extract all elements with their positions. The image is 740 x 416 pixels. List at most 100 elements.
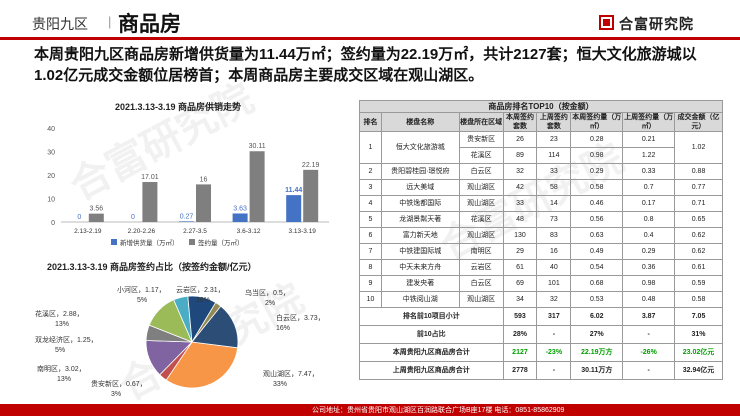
y-tick-label: 40: [47, 126, 55, 133]
bar-chart-svg: 0 10 20 30 40 0 3.56 2.13-2.19 0 17.01 2.20-2.26 0.…: [47, 126, 329, 247]
area-cell: 观山湖区: [458, 291, 504, 308]
value-cell: 83: [536, 227, 572, 244]
value-cell: 0.48: [622, 291, 676, 308]
legend-swatch: [111, 239, 117, 245]
project-name-cell: 中铁逸都国际: [380, 195, 460, 212]
table-row: 9 建发央著 白云区 69 101 0.68 0.98 0.59: [359, 275, 723, 292]
slice-label: 云岩区，2.31，: [176, 285, 225, 294]
col-header-amount: 成交金额（亿元）: [674, 112, 723, 132]
data-label: 0: [77, 214, 81, 221]
y-tick-label: 20: [47, 173, 55, 180]
pie-chart-svg: 观山湖区，7.47， 33% 贵安新区，0.67， 3% 南明区，3.02， 13% 双龙经…: [35, 285, 325, 398]
slice-label: 贵安新区，0.67，: [91, 379, 147, 388]
summary-text: 本周贵阳九区商品房新增供货量为11.44万㎡；签约量为22.19万㎡，共计212…: [34, 46, 697, 84]
chart-title: 2021.3.13-3.19 商品房供销走势: [115, 102, 242, 112]
value-cell: 61: [502, 259, 538, 276]
col-header-area: 楼盘所在区域: [458, 112, 504, 132]
bar: [249, 151, 265, 222]
table-row: 6 富力新天地 观山湖区 130 83 0.63 0.4 0.62: [359, 227, 723, 244]
value-cell: 34: [502, 291, 538, 308]
value-cell: 14: [536, 195, 572, 212]
bar: [232, 213, 248, 222]
area-cell: 观山湖区: [458, 227, 504, 244]
data-label: 30.11: [249, 143, 266, 150]
value-cell: 101: [536, 275, 572, 292]
logo-icon: [599, 15, 614, 30]
legend-label: 签约量（万㎡）: [198, 238, 244, 247]
bar: [179, 221, 194, 222]
area-cell: 花溪区: [458, 147, 504, 164]
amount-cell: 0.65: [674, 211, 723, 228]
value-cell: 1.22: [622, 147, 676, 164]
area-cell: 南明区: [458, 243, 504, 260]
project-name-cell: 中铁阅山湖: [380, 291, 460, 308]
value-cell: 0.33: [622, 163, 676, 180]
value-cell: 0.7: [622, 179, 676, 196]
data-label: 3.63: [233, 205, 247, 212]
table-row: 花溪区 89 114 0.98 1.22: [360, 147, 723, 164]
value-cell: 0.29: [622, 243, 676, 260]
value-cell: 23: [536, 131, 572, 148]
value-cell: 73: [536, 211, 572, 228]
value-cell: 0.54: [570, 259, 624, 276]
legend-label: 新增供货量（万㎡）: [120, 238, 179, 247]
project-name-cell: 中铁建国际城: [380, 243, 460, 260]
slice-percent: 5%: [137, 297, 147, 304]
table-row: 8 中天未来方舟 云岩区 61 40 0.54 0.36 0.61: [359, 259, 723, 276]
table-caption: 商品房排名TOP10（按金额）: [359, 100, 723, 113]
slice-label: 花溪区，2.88，: [35, 309, 84, 318]
value-cell: 32: [502, 163, 538, 180]
value-cell: 48: [502, 211, 538, 228]
area-cell: 花溪区: [458, 211, 504, 228]
rank-cell: 6: [359, 227, 382, 244]
project-name-cell: 龙湖景粼天著: [380, 211, 460, 228]
bar: [286, 195, 302, 222]
slice-label: 白云区，3.73，: [276, 313, 325, 322]
summary-value-cell: -26%: [622, 343, 676, 362]
value-cell: 0.53: [570, 291, 624, 308]
summary-value-cell: 2127: [502, 343, 538, 362]
value-cell: 0.98: [570, 147, 624, 164]
col-header-last-week-units: 上周签约套数: [536, 112, 572, 132]
header-bar: 贵阳九区 | 商品房 合富研究院: [0, 0, 740, 40]
project-name-cell: 恒大文化旅游城: [380, 131, 460, 164]
table-row: 5 龙湖景粼天著 花溪区 48 73 0.56 0.8 0.65: [359, 211, 723, 228]
x-tick-label: 2.27-3.5: [183, 228, 207, 235]
summary-value-cell: 22.19万方: [570, 343, 624, 362]
footer-bar: 公司地址：贵州省贵阳市观山湖区百润路联合广场B座17楼 电话：0851-8586…: [0, 404, 740, 416]
slice-label: 小河区，1.17，: [117, 285, 166, 294]
value-cell: 16: [536, 243, 572, 260]
value-cell: 69: [502, 275, 538, 292]
y-tick-label: 0: [51, 220, 55, 227]
amount-cell: 0.59: [674, 275, 723, 292]
table-row: 10 中铁阅山湖 观山湖区 34 32 0.53 0.48 0.58: [359, 291, 723, 308]
summary-value-cell: 27%: [570, 325, 624, 344]
header-separator: |: [108, 14, 112, 29]
slice-percent: 2%: [265, 300, 275, 307]
value-cell: 0.29: [570, 163, 624, 180]
table-row: 2 贵阳碧桂园·璟悦府 白云区 32 33 0.29 0.33 0.88: [359, 163, 723, 180]
value-cell: 130: [502, 227, 538, 244]
summary-value-cell: 30.11万方: [570, 361, 624, 380]
col-header-last-week-area: 上周签约量（万㎡）: [622, 112, 676, 132]
summary-value-cell: 2778: [502, 361, 538, 380]
summary-value-cell: 32.94亿元: [674, 361, 723, 380]
amount-cell: 0.58: [674, 291, 723, 308]
data-label: 3.56: [89, 206, 103, 213]
area-cell: 白云区: [458, 275, 504, 292]
slice-percent: 3%: [111, 391, 121, 398]
rank-cell: 5: [359, 211, 382, 228]
value-cell: 0.4: [622, 227, 676, 244]
chart-title: 2021.3.13-3.19 商品房签约占比（按签约金额/亿元）: [47, 262, 257, 272]
data-label: 0.27: [180, 213, 194, 220]
amount-cell: 0.62: [674, 243, 723, 260]
value-cell: 0.98: [622, 275, 676, 292]
summary-label-cell: 本周贵阳九区商品房合计: [359, 343, 504, 362]
table-row: 3 远大美域 观山湖区 42 58 0.58 0.7 0.77: [359, 179, 723, 196]
col-header-rank: 排名: [359, 112, 382, 132]
pie-slice: [191, 305, 239, 349]
top10-table: 商品房排名TOP10（按金额） 排名 楼盘名称 楼盘所在区域 本周签约套数 上周…: [359, 100, 723, 380]
value-cell: 0.49: [570, 243, 624, 260]
summary-value-cell: -: [536, 361, 572, 380]
subtotal-row: 排名前10项目小计 593 317 6.02 3.87 7.05: [359, 307, 723, 326]
